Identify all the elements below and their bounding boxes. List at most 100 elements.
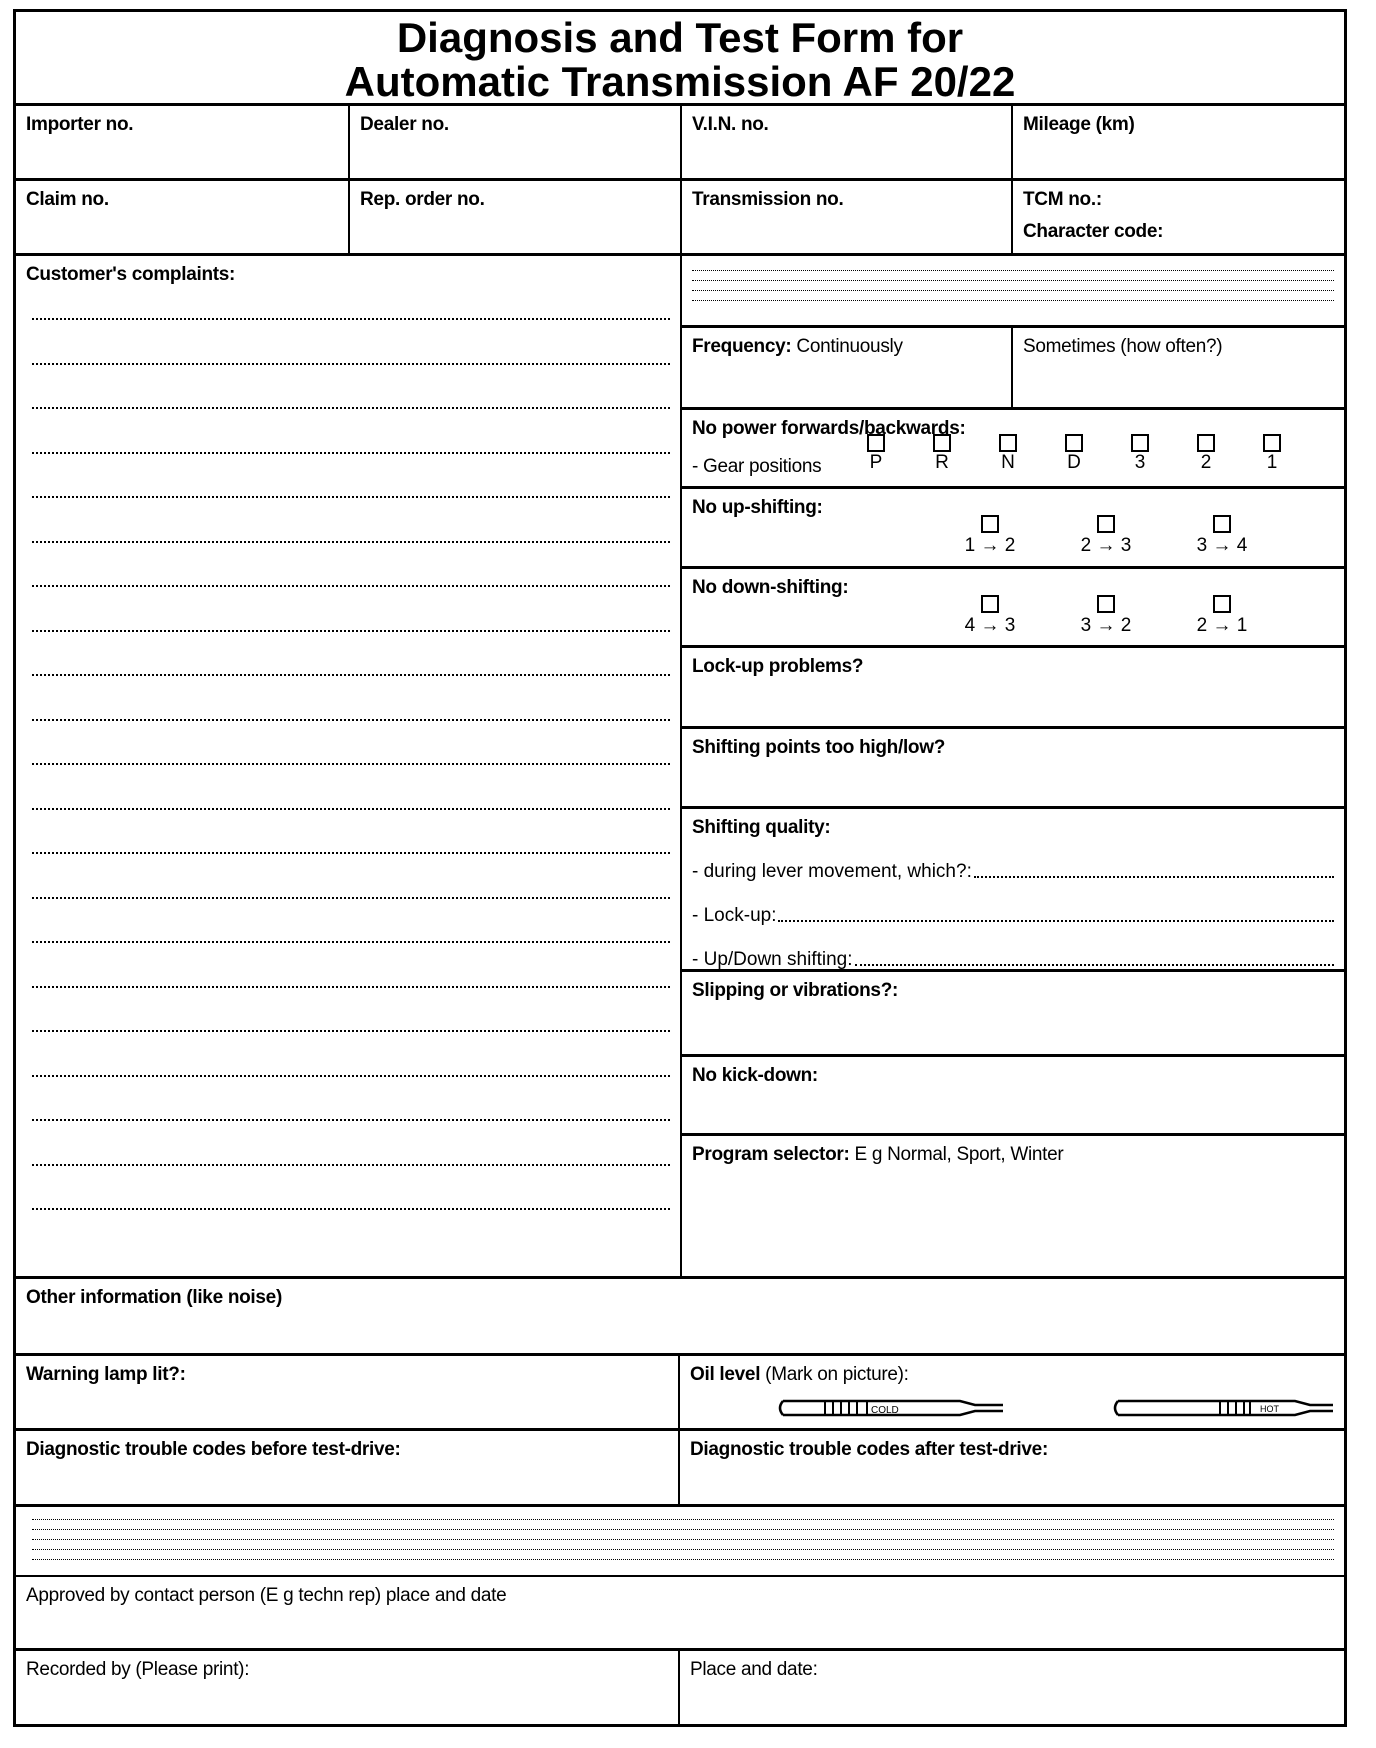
lockup-field[interactable]: Lock-up problems?	[682, 648, 1344, 729]
approved-field[interactable]: Approved by contact person (E g techn re…	[16, 1577, 1344, 1651]
shift-quality-updown-field[interactable]: - Up/Down shifting:	[692, 949, 1334, 971]
complaint-line[interactable]	[32, 318, 670, 320]
checkbox[interactable]	[1197, 434, 1215, 452]
vin-label: V.I.N. no.	[692, 114, 769, 135]
importer-field[interactable]: Importer no.	[16, 106, 350, 181]
program-examples: E g Normal, Sport, Winter	[854, 1144, 1064, 1165]
mileage-label: Mileage (km)	[1023, 114, 1135, 135]
transmission-field[interactable]: Transmission no.	[682, 181, 1013, 256]
no-power-label: No power forwards/backwards:	[692, 418, 966, 439]
gear-label: P	[869, 452, 883, 473]
place-date-label: Place and date:	[690, 1659, 818, 1680]
frequency-continuously[interactable]: Frequency: Continuously	[682, 328, 1013, 410]
gear-checkbox-D[interactable]: D	[1062, 434, 1086, 472]
complaints-label: Customer's complaints:	[26, 264, 236, 285]
checkbox[interactable]	[1065, 434, 1083, 452]
checkbox[interactable]	[981, 595, 999, 613]
gear-checkbox-N[interactable]: N	[996, 434, 1020, 472]
checkbox[interactable]	[1213, 595, 1231, 613]
complaint-line[interactable]	[32, 362, 670, 365]
shift-points-label: Shifting points too high/low?	[692, 737, 946, 758]
complaint-line[interactable]	[32, 407, 670, 409]
approved-label: Approved by contact person (E g techn re…	[26, 1585, 507, 1606]
complaint-line[interactable]	[32, 985, 670, 988]
gear-checkbox-R[interactable]: R	[930, 434, 954, 472]
recorded-by-field[interactable]: Recorded by (Please print):	[16, 1651, 680, 1724]
frequency-sometimes[interactable]: Sometimes (how often?)	[1013, 328, 1344, 410]
place-date-field[interactable]: Place and date:	[680, 1651, 1344, 1724]
complaint-line[interactable]	[32, 807, 670, 810]
gear-label: D	[1067, 452, 1081, 473]
complaint-line[interactable]	[32, 1208, 670, 1210]
transmission-label: Transmission no.	[692, 189, 844, 210]
dipstick-hot-icon[interactable]: HOT	[1110, 1398, 1335, 1418]
no_downshift-option[interactable]: 4 → 3	[950, 595, 1030, 637]
complaint-line[interactable]	[32, 1119, 670, 1121]
mileage-field[interactable]: Mileage (km)	[1013, 106, 1344, 181]
checkbox[interactable]	[1131, 434, 1149, 452]
shift-quality-label: Shifting quality:	[692, 817, 831, 838]
tcm-field[interactable]: TCM no.: Character code:	[1013, 181, 1344, 256]
complaints-continuation[interactable]	[682, 256, 1344, 328]
gear-label: R	[935, 452, 949, 473]
slipping-field[interactable]: Slipping or vibrations?:	[682, 972, 1344, 1057]
checkbox[interactable]	[867, 434, 885, 452]
oil-level-note: (Mark on picture):	[765, 1364, 909, 1385]
complaint-line[interactable]	[32, 496, 670, 498]
claim-field[interactable]: Claim no.	[16, 181, 350, 256]
updown-shifting-label: - Up/Down shifting:	[692, 949, 853, 970]
checkbox[interactable]	[1213, 515, 1231, 533]
checkbox[interactable]	[981, 515, 999, 533]
checkbox[interactable]	[933, 434, 951, 452]
gear-checkbox-2[interactable]: 2	[1194, 434, 1218, 472]
other-info-field[interactable]: Other information (like noise)	[16, 1279, 1344, 1356]
shift-label: 3 → 4	[1196, 535, 1248, 556]
dtc-after-field[interactable]: Diagnostic trouble codes after test-driv…	[680, 1431, 1344, 1507]
no_upshift-option[interactable]: 1 → 2	[950, 515, 1030, 557]
gear-label: N	[1001, 452, 1015, 473]
complaint-line[interactable]	[32, 852, 670, 854]
no_upshift-option[interactable]: 2 → 3	[1066, 515, 1146, 557]
program-selector-field[interactable]: Program selector: E g Normal, Sport, Win…	[682, 1136, 1344, 1279]
sometimes-label: Sometimes (how often?)	[1023, 336, 1223, 357]
checkbox[interactable]	[1097, 595, 1115, 613]
complaint-line[interactable]	[32, 540, 670, 543]
complaint-line[interactable]	[32, 896, 670, 899]
complaint-line[interactable]	[32, 1163, 670, 1166]
other-info-label: Other information (like noise)	[26, 1287, 282, 1308]
dipstick-cold-icon[interactable]: COLD	[775, 1398, 1005, 1418]
shift-points-field[interactable]: Shifting points too high/low?	[682, 729, 1344, 809]
gear-label: 3	[1134, 452, 1146, 473]
gear-checkbox-3[interactable]: 3	[1128, 434, 1152, 472]
shift-label: 2 → 1	[1196, 615, 1248, 636]
complaint-line[interactable]	[32, 585, 670, 587]
rep-order-field[interactable]: Rep. order no.	[350, 181, 682, 256]
complaint-line[interactable]	[32, 1074, 670, 1077]
complaint-line[interactable]	[32, 763, 670, 765]
no_downshift-option[interactable]: 2 → 1	[1182, 595, 1262, 637]
dealer-field[interactable]: Dealer no.	[350, 106, 682, 181]
complaint-line[interactable]	[32, 674, 670, 676]
notes-dotted-area[interactable]	[16, 1507, 1344, 1577]
shift-quality-lockup-field[interactable]: - Lock-up:	[692, 905, 1334, 927]
no_upshift-option[interactable]: 3 → 4	[1182, 515, 1262, 557]
complaint-line[interactable]	[32, 1030, 670, 1032]
gear-checkbox-P[interactable]: P	[864, 434, 888, 472]
complaint-line[interactable]	[32, 451, 670, 454]
gear-checkbox-1[interactable]: 1	[1260, 434, 1284, 472]
vin-field[interactable]: V.I.N. no.	[682, 106, 1013, 181]
checkbox[interactable]	[999, 434, 1017, 452]
kickdown-field[interactable]: No kick-down:	[682, 1057, 1344, 1136]
complaint-line[interactable]	[32, 718, 670, 721]
warning-lamp-field[interactable]: Warning lamp lit?:	[16, 1356, 680, 1431]
no_downshift-option[interactable]: 3 → 2	[1066, 595, 1146, 637]
complaint-line[interactable]	[32, 629, 670, 632]
checkbox[interactable]	[1263, 434, 1281, 452]
character-code-label: Character code:	[1023, 221, 1164, 242]
shift-quality-lever-field[interactable]: - during lever movement, which?:	[692, 861, 1334, 883]
dtc-before-field[interactable]: Diagnostic trouble codes before test-dri…	[16, 1431, 680, 1507]
customer-complaints-field[interactable]: Customer's complaints:	[16, 256, 682, 1279]
complaint-line[interactable]	[32, 941, 670, 943]
recorded-by-label: Recorded by (Please print):	[26, 1659, 250, 1680]
checkbox[interactable]	[1097, 515, 1115, 533]
